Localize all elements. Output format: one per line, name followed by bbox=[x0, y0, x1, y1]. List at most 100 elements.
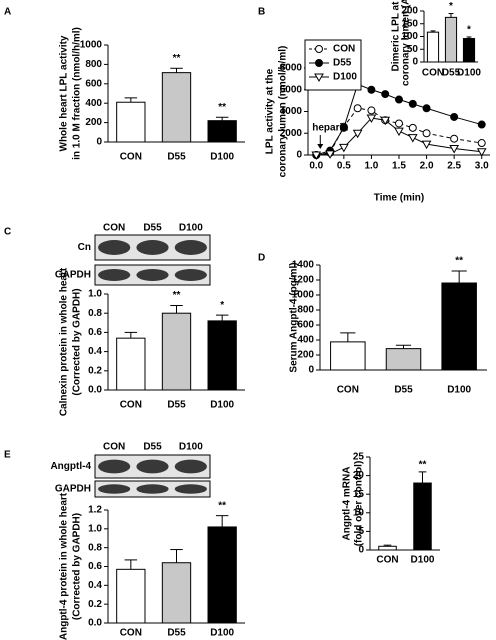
bar bbox=[161, 72, 192, 143]
y-tick-label: 0.4 bbox=[88, 346, 102, 357]
bar bbox=[462, 38, 476, 63]
series-line bbox=[316, 107, 482, 156]
x-tick-label: D55 bbox=[167, 400, 186, 411]
blot-band bbox=[98, 484, 131, 494]
significance-label: ** bbox=[455, 256, 463, 267]
legend-marker bbox=[314, 73, 324, 83]
blot-band bbox=[136, 269, 169, 281]
panel-letter: E bbox=[4, 450, 11, 461]
x-tick-label: CON bbox=[422, 68, 444, 79]
significance-label: ** bbox=[419, 460, 427, 471]
y-tick-label: 0 bbox=[412, 57, 418, 68]
bar bbox=[116, 101, 146, 143]
blot-band bbox=[136, 484, 169, 494]
y-tick-label: 6000 bbox=[280, 84, 303, 95]
legend-label: D100 bbox=[333, 72, 357, 83]
y-axis-label: Calnexin protein in whole heart bbox=[59, 267, 70, 416]
x-tick-label: 2.5 bbox=[447, 161, 461, 172]
marker bbox=[311, 151, 322, 161]
y-tick-label: 1000 bbox=[80, 40, 103, 51]
bar bbox=[207, 526, 237, 624]
marker bbox=[449, 144, 460, 154]
x-tick-label: D100 bbox=[411, 555, 435, 566]
lane-label: D55 bbox=[143, 442, 162, 453]
marker bbox=[353, 104, 362, 113]
marker bbox=[407, 134, 418, 143]
bar bbox=[161, 312, 192, 391]
x-tick-label: CON bbox=[337, 385, 359, 396]
y-tick-label: 800 bbox=[85, 59, 102, 70]
row-label: GAPDH bbox=[55, 270, 91, 281]
lane-label: D55 bbox=[143, 223, 162, 234]
marker bbox=[450, 134, 459, 143]
blot-band bbox=[136, 240, 169, 255]
marker bbox=[367, 106, 376, 115]
legend-marker bbox=[315, 45, 323, 53]
annotation-arrowhead bbox=[317, 144, 324, 149]
x-tick-label: CON bbox=[120, 400, 142, 411]
y-tick-label: 4000 bbox=[280, 106, 303, 117]
y-tick-label: 150 bbox=[401, 18, 418, 29]
marker bbox=[395, 119, 403, 128]
marker bbox=[394, 127, 404, 137]
marker bbox=[395, 95, 403, 104]
legend-label: CON bbox=[333, 44, 355, 55]
blot-band bbox=[98, 240, 131, 255]
marker bbox=[422, 129, 431, 138]
marker bbox=[421, 140, 432, 150]
y-tick-label: 0 bbox=[96, 137, 102, 148]
bar bbox=[330, 341, 366, 371]
legend-marker bbox=[315, 59, 323, 67]
marker bbox=[422, 104, 431, 113]
x-tick-label: 0.0 bbox=[309, 161, 323, 172]
blot-band bbox=[136, 459, 169, 474]
significance-label: ** bbox=[173, 53, 181, 64]
marker bbox=[339, 123, 348, 132]
y-axis-label: in 1.0 M fraction (nmol/h/ml) bbox=[72, 27, 83, 160]
y-tick-label: 5 bbox=[358, 526, 364, 537]
y-tick-label: 600 bbox=[297, 320, 314, 331]
y-tick-label: 100 bbox=[401, 31, 418, 42]
marker bbox=[325, 150, 335, 159]
x-tick-label: D100 bbox=[210, 400, 234, 411]
lane-label: CON bbox=[103, 442, 125, 453]
bar bbox=[385, 348, 422, 371]
y-tick-label: 10 bbox=[353, 507, 365, 518]
y-tick-label: 600 bbox=[85, 78, 102, 89]
y-tick-label: 25 bbox=[353, 452, 365, 463]
y-tick-label: 0 bbox=[358, 545, 364, 556]
significance-label: ** bbox=[173, 290, 181, 301]
y-axis-label: Angptl-4 mRNA bbox=[342, 467, 353, 541]
lane-label: D100 bbox=[179, 442, 203, 453]
marker bbox=[476, 148, 487, 157]
y-tick-label: 1200 bbox=[292, 275, 315, 286]
y-tick-label: 0.2 bbox=[88, 365, 102, 376]
y-axis-label: (Corrected by GAPDH) bbox=[72, 288, 83, 395]
y-tick-label: 400 bbox=[297, 335, 314, 346]
marker bbox=[367, 85, 376, 94]
y-tick-label: 0.2 bbox=[88, 599, 102, 610]
x-tick-label: D100 bbox=[457, 68, 481, 79]
legend-label: D55 bbox=[333, 58, 352, 69]
blot-band bbox=[174, 269, 207, 281]
marker bbox=[408, 99, 417, 108]
x-tick-label: D100 bbox=[210, 628, 234, 639]
y-tick-label: 800 bbox=[297, 305, 314, 316]
x-tick-label: 1.0 bbox=[364, 161, 378, 172]
x-tick-label: D100 bbox=[447, 385, 471, 396]
y-tick-label: 200 bbox=[401, 6, 418, 17]
marker bbox=[477, 120, 486, 129]
y-axis-label: coronary lumen (nmol/h/ml) bbox=[278, 46, 289, 178]
panel-letter: D bbox=[258, 253, 265, 264]
panel-letter: B bbox=[258, 7, 265, 18]
blot-band bbox=[98, 459, 131, 474]
significance-label: * bbox=[467, 25, 471, 36]
y-axis-label: Dimeric LPL at bbox=[391, 1, 402, 72]
y-tick-label: 0.4 bbox=[88, 580, 102, 591]
x-tick-label: 3.0 bbox=[475, 161, 489, 172]
y-tick-label: 8000 bbox=[280, 63, 303, 74]
x-axis-label: Time (min) bbox=[374, 193, 424, 204]
blot-band bbox=[174, 484, 207, 494]
